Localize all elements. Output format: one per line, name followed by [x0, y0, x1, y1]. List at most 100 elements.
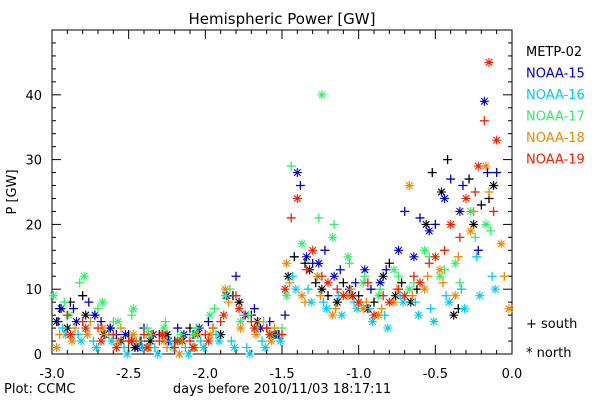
noaa-18-north-point [174, 349, 184, 359]
noaa-16-north-point [137, 343, 147, 353]
noaa-16-north-point [214, 336, 224, 346]
chart-title: Hemispheric Power [GW] [189, 10, 376, 28]
noaa-19-north-point [354, 297, 364, 307]
noaa-16-north-point [352, 304, 362, 314]
noaa-17-north-point [113, 317, 123, 327]
noaa-19-north-point [127, 336, 137, 346]
noaa-16-north-point [475, 291, 485, 301]
noaa-17-north-point [404, 284, 414, 294]
noaa-15-south-point [231, 271, 241, 281]
noaa-18-north-point [358, 304, 368, 314]
noaa-15-south-point [492, 168, 502, 178]
noaa-18-south-point [223, 297, 233, 307]
plot-credit: Plot: CCMC [4, 382, 75, 397]
noaa-15-north-point [72, 317, 82, 327]
noaa-19-north-point [280, 284, 290, 294]
legend-entry-metp-02: METP-02 [526, 45, 582, 60]
metp-02-south-point [300, 258, 310, 268]
noaa-16-north-point [245, 349, 255, 359]
noaa-19-north-point [384, 297, 394, 307]
noaa-15-south-point [458, 181, 468, 191]
metp-02-north-point [449, 310, 459, 320]
noaa-16-north-point [61, 330, 71, 340]
noaa-17-south-point [360, 271, 370, 281]
noaa-17-north-point [79, 271, 89, 281]
x-tick-label: -2.5 [116, 367, 141, 382]
noaa-15-south-point [203, 317, 213, 327]
y-tick-label: 20 [25, 218, 42, 233]
noaa-19-north-point [461, 193, 471, 203]
noaa-15-north-point [409, 252, 419, 262]
noaa-18-north-point [404, 181, 414, 191]
noaa-19-north-point [292, 193, 302, 203]
noaa-18-south-point [55, 330, 65, 340]
noaa-17-south-point [210, 304, 220, 314]
y-axis-label: P [GW] [5, 169, 20, 214]
noaa-18-north-point [128, 330, 138, 340]
noaa-15-north-point [440, 193, 450, 203]
noaa-16-south-point [456, 284, 466, 294]
noaa-15-north-point [302, 252, 312, 262]
x-axis-label: days before 2010/11/03 18:17:11 [173, 382, 391, 397]
noaa-17-south-point [191, 323, 201, 333]
metp-02-north-point [489, 181, 499, 191]
noaa-17-south-point [160, 317, 170, 327]
noaa-19-north-point [96, 336, 106, 346]
noaa-19-south-point [378, 291, 388, 301]
noaa-18-south-point [315, 291, 325, 301]
noaa-15-south-point [96, 317, 106, 327]
legend-entry-noaa-17: NOAA-17 [526, 110, 585, 125]
noaa-17-north-point [205, 310, 215, 320]
noaa-18-south-point [423, 271, 433, 281]
metp-02-north-point [81, 310, 91, 320]
y-tick-label: 0 [34, 348, 42, 363]
noaa-18-north-point [52, 343, 62, 353]
y-axis: 0 10 20 30 40 [25, 42, 512, 363]
noaa-15-north-point [56, 304, 66, 314]
noaa-18-south-point [499, 271, 509, 281]
noaa-15-north-point [455, 206, 465, 216]
noaa-19-north-point [446, 219, 456, 229]
metp-02-north-point [406, 297, 416, 307]
noaa-17-south-point [455, 278, 465, 288]
noaa-16-north-point [429, 317, 439, 327]
noaa-19-north-point [234, 304, 244, 314]
noaa-18-north-point [312, 271, 322, 281]
noaa-18-south-point [239, 310, 249, 320]
noaa-17-north-point [98, 297, 108, 307]
noaa-15-north-point [292, 168, 302, 178]
metp-02-north-point [145, 336, 155, 346]
noaa-17-north-point [220, 291, 230, 301]
noaa-18-south-point [147, 330, 157, 340]
noaa-16-north-point [490, 284, 500, 294]
metp-02-north-point [62, 323, 72, 333]
noaa-16-north-point [199, 343, 209, 353]
noaa-15-north-point [329, 271, 339, 281]
noaa-19-south-point [93, 323, 103, 333]
noaa-15-north-point [105, 323, 115, 333]
noaa-15-south-point [446, 174, 456, 184]
noaa-17-north-point [328, 232, 338, 242]
noaa-18-south-point [407, 291, 417, 301]
noaa-19-south-point [394, 284, 404, 294]
noaa-15-north-point [133, 343, 143, 353]
noaa-17-north-point [236, 317, 246, 327]
noaa-19-south-point [286, 213, 296, 223]
noaa-16-north-point [91, 343, 101, 353]
noaa-18-north-point [420, 284, 430, 294]
data-points [49, 57, 514, 359]
noaa-16-north-point [383, 323, 393, 333]
noaa-15-north-point [394, 245, 404, 255]
noaa-15-south-point [295, 181, 305, 191]
noaa-18-north-point [282, 258, 292, 268]
noaa-17-south-point [470, 232, 480, 242]
noaa-16-north-point [398, 297, 408, 307]
noaa-17-south-point [375, 284, 385, 294]
noaa-17-south-point [314, 213, 324, 223]
noaa-18-north-point [236, 323, 246, 333]
noaa-16-north-point [183, 349, 193, 359]
noaa-15-south-point [249, 304, 259, 314]
noaa-17-north-point [435, 271, 445, 281]
noaa-19-north-point [323, 278, 333, 288]
